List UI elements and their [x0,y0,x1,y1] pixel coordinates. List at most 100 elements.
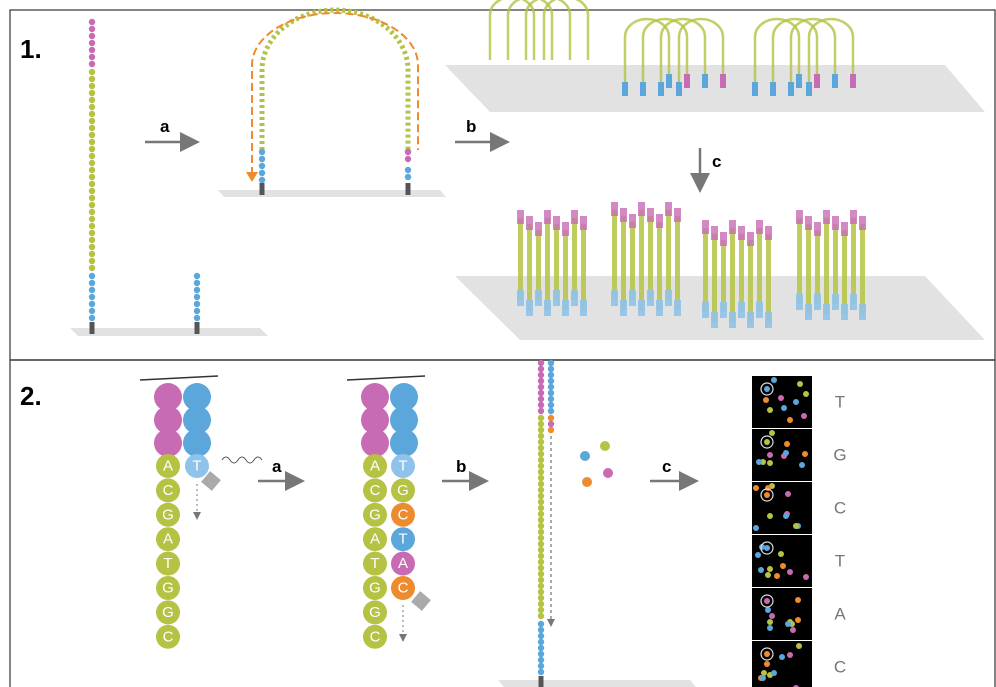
strand-end [640,82,646,96]
cluster-spot [769,430,775,436]
read-base: A [834,605,846,624]
bead [538,577,544,583]
strand-end [747,312,754,328]
strand [851,218,856,304]
cluster-spot [767,407,773,413]
bead [89,287,95,293]
strand [757,228,762,312]
bead [538,583,544,589]
bead [538,487,544,493]
cluster-spot [771,377,777,383]
strand-end [756,302,763,318]
nucleotide [154,429,182,457]
bead [538,529,544,535]
nucleotide [390,429,418,457]
cluster-spot [767,619,773,625]
strand [675,216,680,310]
base-letter: C [398,580,409,597]
base-letter: C [163,482,174,499]
cluster-spot [767,452,773,458]
bead [89,47,95,53]
strand-end [859,304,866,320]
step-label: b [466,117,476,136]
free-nucleotide [580,451,590,461]
bead [538,457,544,463]
bead [89,83,95,89]
strand [712,234,717,322]
panel-label: 1. [20,34,42,64]
strand-end [526,216,533,230]
strand-end [674,208,681,222]
surface [70,328,268,336]
surface [445,65,985,112]
bead [538,469,544,475]
bead [259,163,265,169]
cluster-spot [769,613,775,619]
strand-end [814,222,821,236]
strand-end [850,74,856,88]
cluster-spot [761,670,767,676]
arch [262,10,408,150]
strand [527,224,532,310]
strand-end [622,82,628,96]
base-letter: G [162,580,174,597]
bead [89,90,95,96]
bead [538,651,544,657]
cluster-spot [799,462,805,468]
strand-end [611,290,618,306]
strand [721,240,726,312]
bead [89,61,95,67]
bead [89,223,95,229]
strand-end [765,226,772,240]
bead [89,308,95,314]
bead [538,571,544,577]
read-base: G [833,446,846,465]
bead [89,237,95,243]
strand-end [720,302,727,318]
base-letter: T [398,458,407,475]
cluster-spot [753,485,759,491]
bead [405,149,411,155]
bead [89,188,95,194]
base-letter: G [369,506,381,523]
cluster-spot [763,397,769,403]
bead [89,315,95,321]
arch [252,13,418,175]
base-letter: C [398,506,409,523]
bead [89,160,95,166]
bead [538,535,544,541]
bead [194,273,200,279]
cluster-spot [787,569,793,575]
bead [538,595,544,601]
strand-end [674,300,681,316]
bead [538,553,544,559]
cluster-spot [779,654,785,660]
strand-end [805,304,812,320]
read-base: T [835,552,845,571]
bead [538,547,544,553]
base-letter: G [369,580,381,597]
strand [545,218,550,310]
cluster-spot [797,381,803,387]
bead [89,301,95,307]
strand-end [620,208,627,222]
bead [538,621,544,627]
strand-end [517,210,524,224]
bead [538,589,544,595]
bead [538,378,544,384]
bead [538,639,544,645]
bead [405,156,411,162]
cluster-spot [758,567,764,573]
bead [194,301,200,307]
base-letter: A [163,458,173,475]
bead [548,402,554,408]
bead [538,360,544,366]
strand [833,224,838,304]
bead [538,669,544,675]
strand [581,224,586,310]
bead [89,195,95,201]
strand-end [620,300,627,316]
bead [538,565,544,571]
cluster-spot [784,441,790,447]
strand-end [720,74,726,88]
